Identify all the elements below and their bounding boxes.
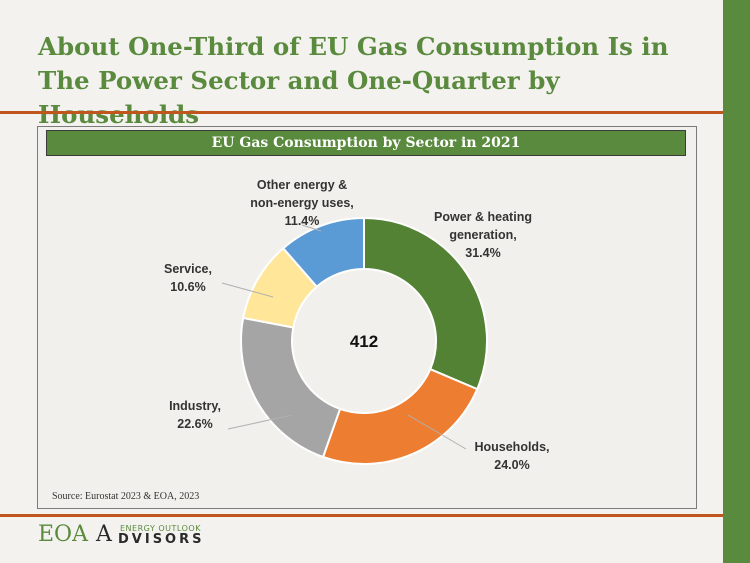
- logo-wordmark: DVISORS: [118, 532, 205, 547]
- slide-title: About One-Third of EU Gas Consumption Is…: [38, 32, 669, 129]
- donut-chart: Power & heating generation, 31.4% Household…: [164, 178, 549, 472]
- divider-bottom: [0, 514, 723, 517]
- logo-eoa-text: EOA: [38, 522, 88, 547]
- chart-panel: EU Gas Consumption by Sector in 2021 Pow…: [37, 126, 697, 509]
- divider-top: [0, 111, 723, 114]
- donut-slice: [321, 367, 479, 465]
- slice-leader-line: [301, 224, 322, 232]
- slice-data-label: Industry, 22.6%: [169, 399, 221, 431]
- slice-data-label: Other energy & non-energy uses, 11.4%: [250, 178, 354, 228]
- donut-slice: [240, 316, 342, 459]
- slice-data-label: Power & heating generation, 31.4%: [434, 210, 532, 260]
- logo-tagline: ENERGY OUTLOOK: [120, 524, 201, 533]
- chart-title: EU Gas Consumption by Sector in 2021: [46, 130, 686, 156]
- slice-leader-line: [407, 414, 467, 450]
- slice-data-label: Service, 10.6%: [164, 262, 212, 294]
- logo-a-letter: A: [96, 522, 112, 547]
- slice-leader-line: [227, 414, 293, 430]
- slice-data-label: Households, 24.0%: [474, 440, 549, 472]
- source-note: Source: Eurostat 2023 & EOA, 2023: [52, 491, 200, 502]
- accent-bar: [723, 0, 750, 563]
- donut-slice: [363, 216, 488, 391]
- center-total-label: 412: [350, 332, 378, 351]
- slice-leader-line: [221, 282, 274, 298]
- donut-slice: [281, 216, 365, 289]
